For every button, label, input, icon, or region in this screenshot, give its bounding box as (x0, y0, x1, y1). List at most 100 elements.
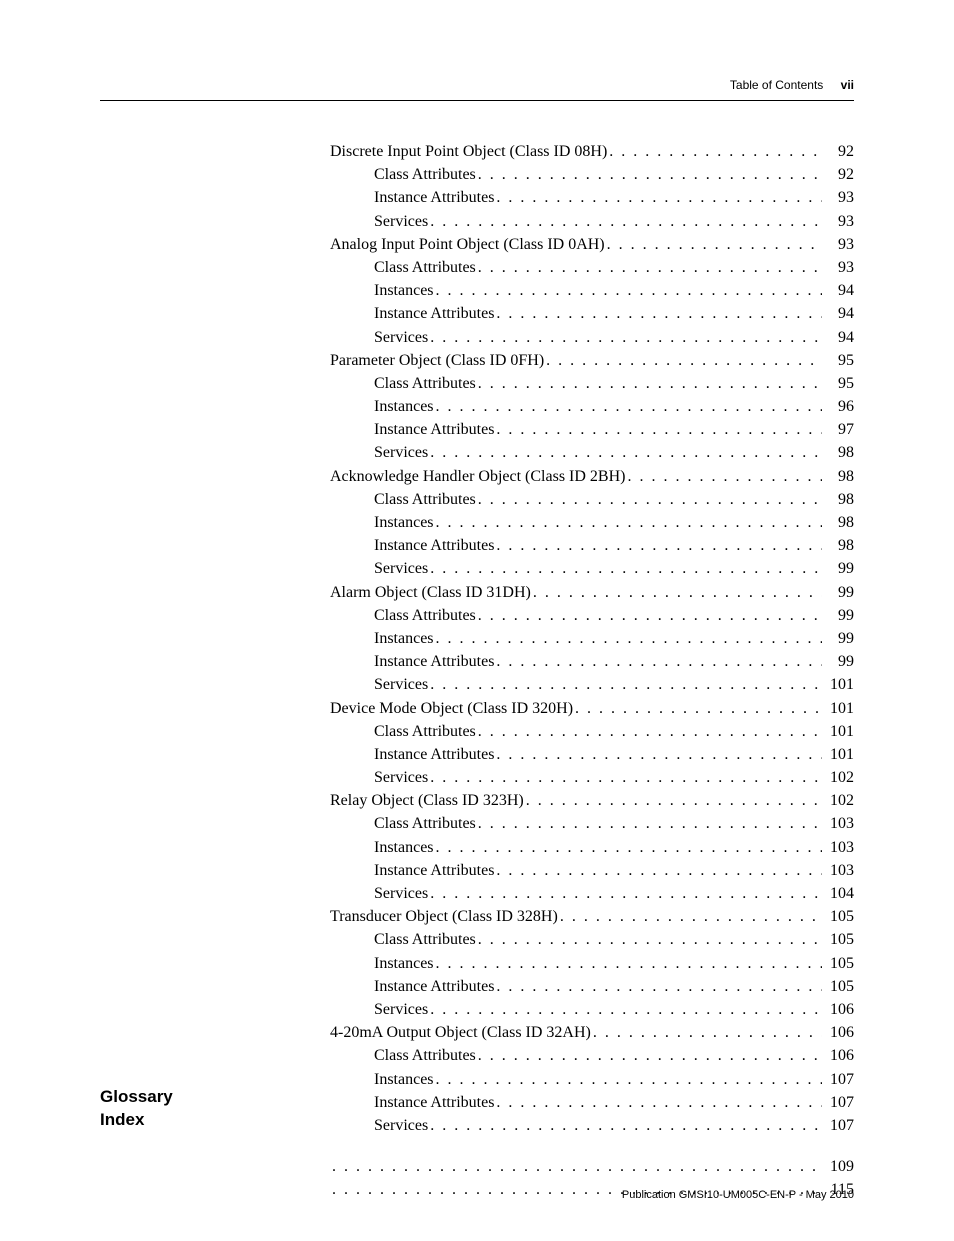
toc-entry-title: Instances (374, 952, 434, 975)
toc-leader-dots (546, 349, 822, 372)
toc-leader-dots (496, 302, 822, 325)
toc-row: Services99 (330, 557, 854, 580)
toc-leader-dots (430, 766, 822, 789)
toc-leader-dots (436, 1068, 822, 1091)
header-rule (100, 100, 854, 101)
toc-row: Instances 99 (330, 627, 854, 650)
toc-entry-title: Services (374, 1114, 428, 1137)
toc-entry-title: Instance Attributes (374, 302, 494, 325)
toc-entry-page: 95 (824, 349, 854, 372)
toc-entry-title: Class Attributes (374, 488, 476, 511)
header-page-number: vii (841, 78, 854, 92)
toc-row: Instance Attributes94 (330, 302, 854, 325)
toc-entry-page: 103 (824, 836, 854, 859)
toc-entry-page: 102 (824, 789, 854, 812)
toc-leader-dots (560, 905, 822, 928)
toc-leader-dots (430, 557, 822, 580)
toc-entry-page: 93 (824, 256, 854, 279)
toc-entry-title: Services (374, 441, 428, 464)
toc-leader-dots (496, 418, 822, 441)
toc-entry-title: Instance Attributes (374, 1091, 494, 1114)
toc-entry-title: Instances (374, 627, 434, 650)
toc-entry-page: 98 (824, 511, 854, 534)
toc-leader-dots (430, 210, 822, 233)
toc-row: Class Attributes 98 (330, 488, 854, 511)
toc-entry-page: 92 (824, 140, 854, 163)
running-header: Table of Contents vii (730, 78, 854, 92)
toc-row: Services107 (330, 1114, 854, 1137)
toc-entry-page: 103 (824, 859, 854, 882)
page-container: Table of Contents vii Discrete Input Poi… (0, 0, 954, 1241)
toc-leader-dots (575, 697, 822, 720)
toc-leader-dots (478, 372, 822, 395)
toc-leader-dots (496, 743, 822, 766)
toc-entry-page: 101 (824, 743, 854, 766)
toc-leader-dots (593, 1021, 822, 1044)
toc-entry-page: 106 (824, 1044, 854, 1067)
toc-leader-dots (496, 859, 822, 882)
toc-row: Class Attributes103 (330, 812, 854, 835)
toc-leader-dots (436, 511, 822, 534)
toc-row: Acknowledge Handler Object (Class ID 2BH… (330, 465, 854, 488)
toc-entry-title: Acknowledge Handler Object (Class ID 2BH… (330, 465, 625, 488)
toc-row: Instances 98 (330, 511, 854, 534)
toc-entry-title: Services (374, 766, 428, 789)
toc-leader-dots (430, 673, 822, 696)
toc-row: Class Attributes99 (330, 604, 854, 627)
toc-entry-page: 101 (824, 697, 854, 720)
toc-row: Services 93 (330, 210, 854, 233)
publication-footer: Publication GMSI10-UM005C-EN-P - May 201… (622, 1189, 854, 1201)
toc-end-page: 109 (824, 1155, 854, 1178)
toc-entry-page: 99 (824, 557, 854, 580)
toc-entry-title: Services (374, 210, 428, 233)
toc-entry-page: 98 (824, 488, 854, 511)
toc-entry-page: 98 (824, 534, 854, 557)
toc-entry-title: Instance Attributes (374, 975, 494, 998)
toc-end-row: 109 (330, 1155, 854, 1178)
toc-leader-dots (607, 233, 822, 256)
toc-entry-title: Instance Attributes (374, 534, 494, 557)
toc-entry-page: 94 (824, 279, 854, 302)
index-label: Index (100, 1109, 173, 1132)
toc-row: Instances96 (330, 395, 854, 418)
toc-leader-dots (478, 604, 822, 627)
toc-entry-page: 107 (824, 1091, 854, 1114)
toc-entry-page: 105 (824, 905, 854, 928)
toc-row: Services98 (330, 441, 854, 464)
toc-entry-title: Class Attributes (374, 256, 476, 279)
toc-leader-dots (430, 1114, 822, 1137)
toc-leader-dots (496, 1091, 822, 1114)
toc-row: Instances 105 (330, 952, 854, 975)
toc-entry-title: Instances (374, 511, 434, 534)
toc-entry-page: 96 (824, 395, 854, 418)
toc-entry-title: Class Attributes (374, 163, 476, 186)
toc-leader-dots (436, 395, 822, 418)
side-section-labels: Glossary Index (100, 1086, 173, 1132)
toc-row: Instance Attributes93 (330, 186, 854, 209)
toc-entry-page: 102 (824, 766, 854, 789)
toc-leader-dots (496, 650, 822, 673)
toc-entry-page: 99 (824, 627, 854, 650)
toc-leader-dots (496, 975, 822, 998)
toc-entry-title: Relay Object (Class ID 323H) (330, 789, 524, 812)
toc-entry-page: 101 (824, 720, 854, 743)
toc-row: Alarm Object (Class ID 31DH)99 (330, 581, 854, 604)
toc-row: Relay Object (Class ID 323H) 102 (330, 789, 854, 812)
toc-row: Instance Attributes101 (330, 743, 854, 766)
toc-entry-title: Instance Attributes (374, 186, 494, 209)
toc-entry-page: 105 (824, 952, 854, 975)
toc-entry-title: Class Attributes (374, 604, 476, 627)
toc-leader-dots (478, 812, 822, 835)
toc-entry-title: Class Attributes (374, 812, 476, 835)
toc-entry-title: Instances (374, 1068, 434, 1091)
toc-row: Instance Attributes99 (330, 650, 854, 673)
toc-entry-page: 93 (824, 210, 854, 233)
toc-row: Class Attributes105 (330, 928, 854, 951)
toc-leader-dots (430, 326, 822, 349)
toc-entry-page: 105 (824, 928, 854, 951)
toc-entry-title: Services (374, 326, 428, 349)
toc-row: Class Attributes 93 (330, 256, 854, 279)
toc-row: Class Attributes106 (330, 1044, 854, 1067)
toc-row: Analog Input Point Object (Class ID 0AH)… (330, 233, 854, 256)
toc-entry-page: 101 (824, 673, 854, 696)
